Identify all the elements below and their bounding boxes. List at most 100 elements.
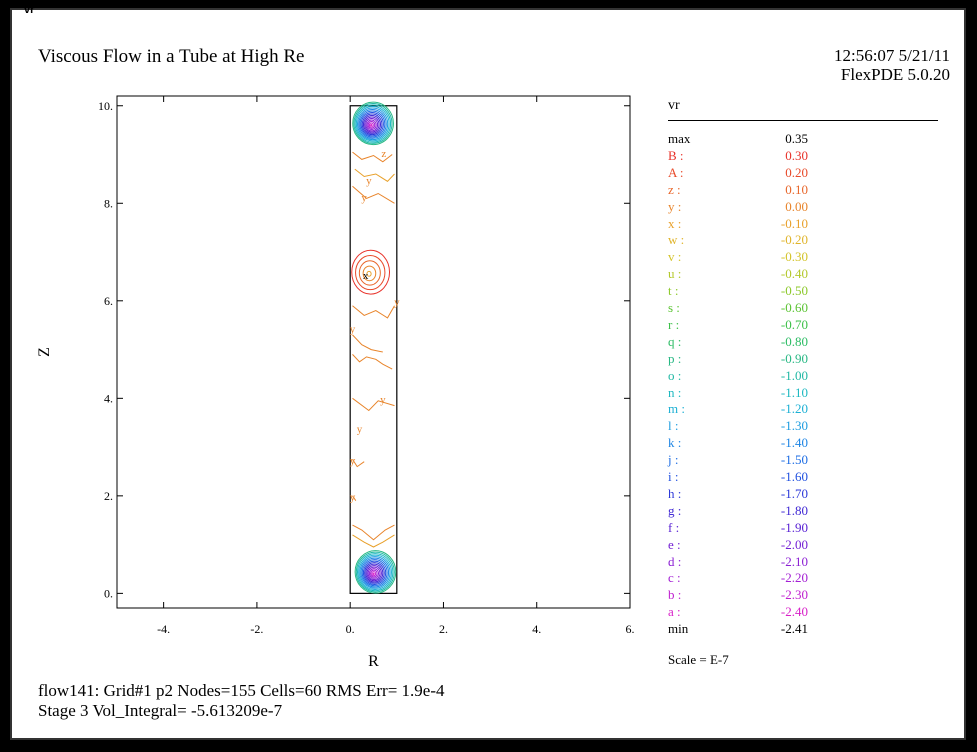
contour-line (352, 397, 395, 412)
top-vortex-contour (364, 116, 380, 133)
legend-level-label: A : (668, 164, 684, 180)
contour-line (352, 334, 383, 353)
legend-level-value: 0.00 (785, 198, 808, 214)
x-tick-label: -2. (250, 622, 263, 636)
x-tick-label: -4. (157, 622, 170, 636)
legend-level-value: -0.60 (780, 300, 808, 315)
legend-row: a : -2.40 (668, 604, 808, 621)
contour-label: y (366, 175, 372, 187)
legend-level-label: x : (668, 215, 682, 231)
top-vortex-contour (361, 113, 383, 136)
legend-level-value: -0.20 (780, 232, 808, 248)
legend-row: u : -0.40 (668, 266, 808, 283)
contour-line (352, 524, 395, 541)
bottom-vortex-contour (359, 556, 391, 589)
legend-level-label: t : (668, 283, 679, 299)
contour-line (352, 185, 395, 204)
software-version: FlexPDE 5.0.20 (840, 65, 950, 84)
bottom-vortex-contour (362, 560, 387, 585)
middle-cell-contour (358, 260, 381, 286)
legend-row: r : -0.70 (668, 317, 808, 334)
legend-level-label: b : (668, 587, 682, 603)
run-info: flow141: Grid#1 p2 Nodes=155 Cells=60 RM… (38, 681, 445, 700)
page-title: Viscous Flow in a Tube at High Re (38, 46, 305, 67)
timestamp: 12:56:07 5/21/11 (833, 46, 950, 65)
legend-row: max 0.35 (668, 131, 808, 148)
legend-level-value: -1.70 (780, 485, 808, 501)
legend-divider (668, 120, 938, 121)
middle-cell-contour (351, 249, 391, 295)
legend-level-value: -0.40 (780, 266, 808, 282)
legend-title: vr (668, 98, 680, 113)
top-vortex-contour (353, 103, 393, 144)
legend-row: f : -1.90 (668, 520, 808, 537)
legend-level-label: u : (668, 266, 682, 282)
legend-level-value: -1.00 (780, 367, 808, 383)
legend-level-value: 0.10 (785, 181, 808, 197)
top-vortex-contour (366, 119, 377, 131)
legend-level-label: h : (668, 485, 682, 501)
legend-level-label: min (668, 621, 689, 637)
contour-line (352, 305, 395, 319)
legend-level-value: -0.30 (780, 249, 808, 265)
plot-window: vr Viscous Flow in a Tube at High Re 12:… (12, 4, 964, 738)
legend-level-label: s : (668, 300, 680, 315)
legend-level-value: -0.70 (780, 316, 808, 332)
bottom-vortex-contour (355, 551, 395, 593)
legend-level-label: a : (668, 604, 681, 620)
legend-row: d : -2.10 (668, 554, 808, 571)
y-tick-label: 8. (104, 196, 113, 210)
legend-level-label: d : (668, 553, 682, 569)
legend-level-value: -1.60 (780, 469, 808, 484)
legend-row: b : -2.30 (668, 587, 808, 604)
legend-level-value: -2.10 (780, 553, 808, 569)
legend-level-value: -1.10 (780, 384, 808, 400)
contour-line (354, 168, 395, 182)
legend-level-value: -0.50 (780, 283, 808, 299)
legend-level-value: 0.20 (785, 164, 808, 180)
top-vortex-contour (370, 124, 373, 127)
legend-level-value: -2.40 (780, 604, 808, 620)
legend-row: q : -0.80 (668, 334, 808, 351)
x-axis-label: R (368, 653, 379, 670)
bottom-vortex-contour (364, 562, 385, 584)
legend-row: e : -2.00 (668, 537, 808, 554)
legend-level-label: n : (668, 384, 682, 400)
middle-cell-contour (366, 270, 372, 277)
legend-level-value: -2.30 (780, 587, 808, 603)
legend-level-label: B : (668, 147, 684, 163)
legend-row: m : -1.20 (668, 401, 808, 418)
legend-level-label: y : (668, 198, 682, 214)
y-tick-label: 2. (104, 489, 113, 503)
legend-level-label: v : (668, 249, 682, 265)
middle-cell-contour (355, 255, 386, 291)
legend-row: c : -2.20 (668, 570, 808, 587)
legend-row: o : -1.00 (668, 368, 808, 385)
legend-level-value: 0.30 (785, 147, 808, 163)
y-tick-label: 0. (104, 586, 113, 600)
bottom-vortex-contour (356, 553, 394, 592)
contour-line (352, 354, 393, 370)
contour-label: y (361, 192, 367, 204)
contour-label: y (350, 323, 356, 335)
plot-axes: -4. -2. 0. 2. 4. 6. 0. 2. 4. 6. 8. 10. (98, 95, 635, 636)
bottom-vortex-contour (367, 566, 381, 580)
legend-level-label: g : (668, 502, 682, 518)
bottom-vortex-contour (371, 571, 377, 577)
legend-row: v : -0.30 (668, 249, 808, 266)
x-tick-label: 2. (439, 622, 448, 636)
legend-level-value: -1.30 (780, 418, 808, 434)
legend-level-label: z : (668, 181, 681, 197)
x-tick-label: 6. (626, 622, 635, 636)
x-tick-label: 0. (346, 622, 355, 636)
legend-row: g : -1.80 (668, 503, 808, 520)
legend-level-label: o : (668, 367, 682, 383)
legend-level-value: -1.20 (780, 401, 808, 417)
legend-level-value: -0.10 (780, 215, 808, 231)
contour-line (352, 495, 357, 501)
legend-level-value: -1.50 (780, 452, 808, 468)
legend-level-label: m : (668, 401, 685, 417)
bottom-vortex-contour (365, 563, 384, 583)
